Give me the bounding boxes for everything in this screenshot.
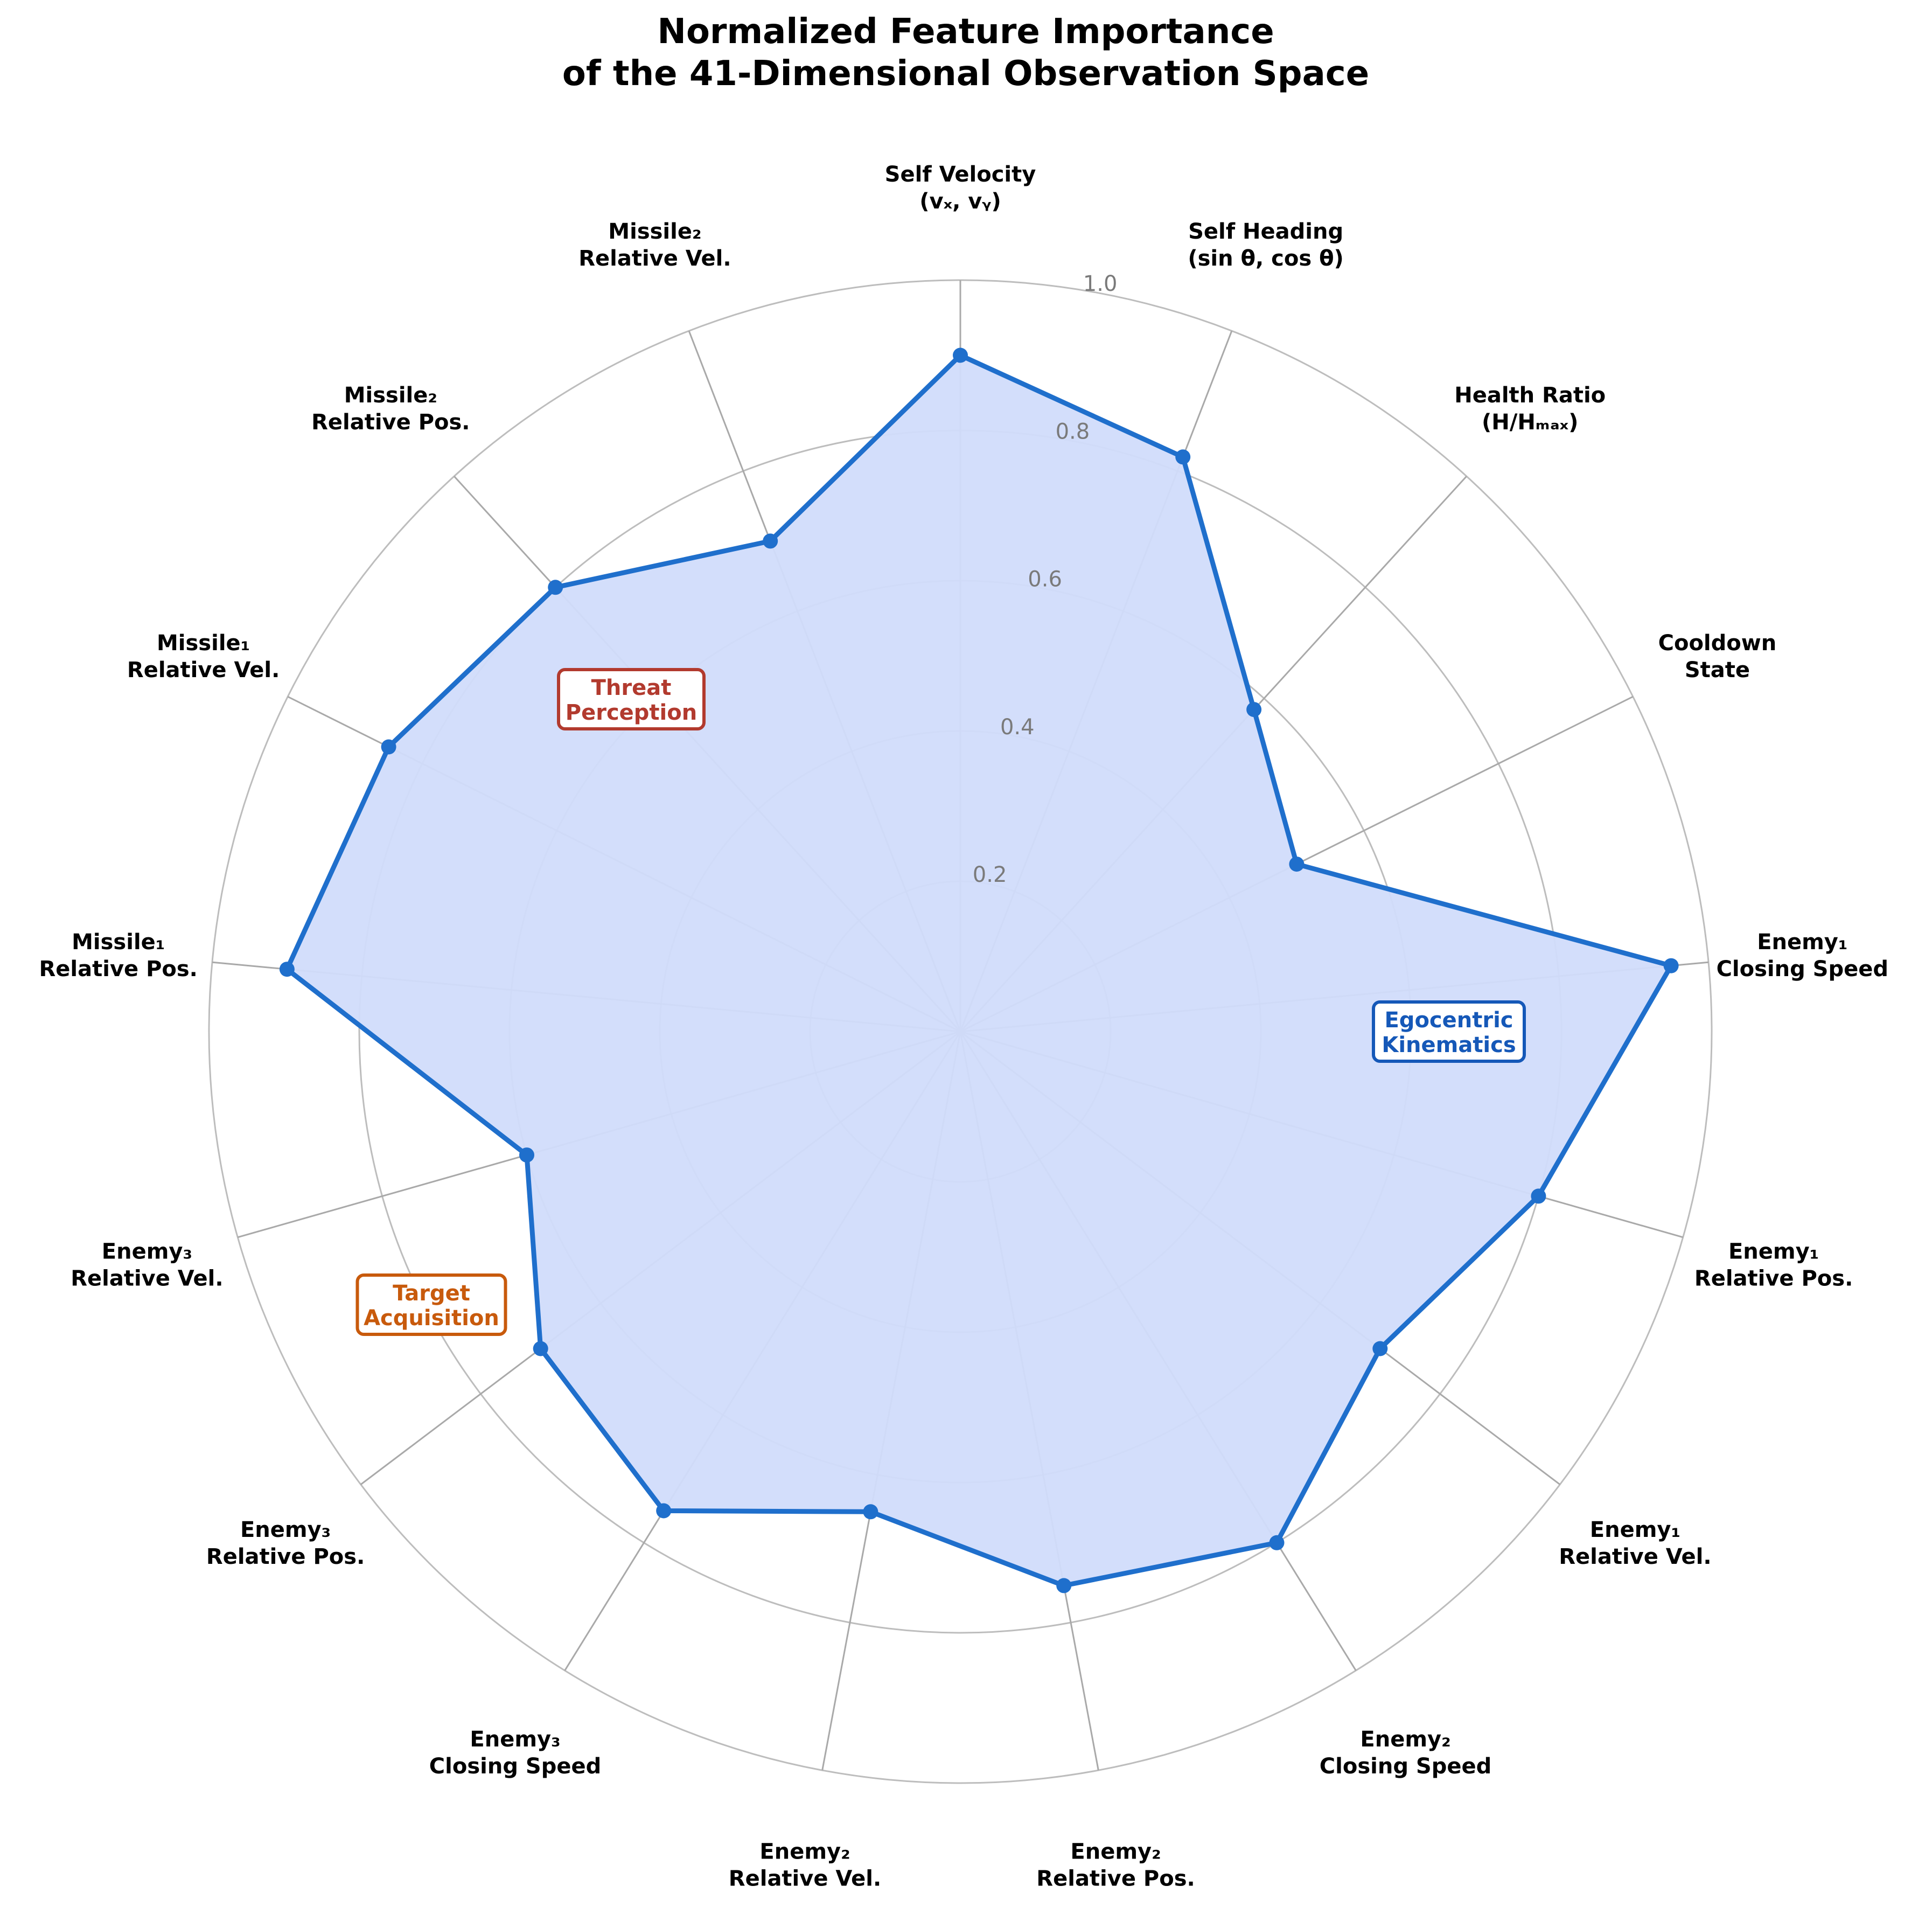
category-label-line2: Relative Pos. bbox=[1694, 1266, 1853, 1291]
category-label-line1: Self Heading bbox=[1188, 219, 1343, 244]
r-tick-label-5: 1.0 bbox=[1083, 272, 1118, 296]
category-label-line1: Missile₁ bbox=[157, 631, 250, 656]
category-label-line2: Relative Pos. bbox=[311, 410, 470, 435]
chart-title-line-1: Normalized Feature Importance bbox=[657, 12, 1274, 52]
category-label-line2: Relative Pos. bbox=[1036, 1866, 1195, 1891]
data-point-13 bbox=[519, 1147, 534, 1163]
category-label-line2: Closing Speed bbox=[429, 1754, 601, 1779]
category-label-line1: Enemy₃ bbox=[102, 1240, 192, 1264]
category-label-line2: Relative Pos. bbox=[39, 957, 197, 982]
category-label-line2: Relative Vel. bbox=[127, 658, 280, 683]
data-point-14 bbox=[279, 962, 295, 977]
category-label-line1: Enemy₃ bbox=[470, 1727, 560, 1752]
category-label-1: Self Velocity(vₓ, vᵧ) bbox=[885, 162, 1036, 214]
data-point-2 bbox=[1175, 449, 1191, 465]
data-point-11 bbox=[656, 1503, 672, 1519]
category-label-line2: Relative Vel. bbox=[71, 1266, 223, 1291]
r-tick-label-4: 0.8 bbox=[1056, 419, 1090, 444]
category-label-line1: Enemy₁ bbox=[1757, 930, 1847, 955]
annotation-text-line-2: Acquisition bbox=[364, 1306, 499, 1331]
data-point-12 bbox=[533, 1341, 548, 1356]
category-label-line1: Missile₁ bbox=[72, 930, 165, 955]
annotation-frame bbox=[355, 1273, 507, 1336]
r-tick-label-2: 0.4 bbox=[1000, 715, 1035, 740]
category-label-line1: Self Velocity bbox=[885, 162, 1036, 187]
data-point-17 bbox=[763, 533, 778, 549]
category-labels: Self Velocity(vₓ, vᵧ) Self Heading(sin θ,… bbox=[39, 162, 1888, 1891]
annotation-text-line-1: Target bbox=[393, 1281, 470, 1306]
data-point-1 bbox=[953, 347, 968, 363]
category-label-line2: Relative Vel. bbox=[1559, 1544, 1711, 1569]
category-label-2: Self Heading(sin θ, cos θ) bbox=[1188, 219, 1344, 271]
radial-ticks: 0.2 0.4 0.6 0.8 1.0 bbox=[973, 272, 1118, 887]
data-point-8 bbox=[1269, 1535, 1285, 1550]
data-series-line bbox=[284, 353, 1674, 1588]
r-tick-label-1: 0.2 bbox=[973, 862, 1007, 887]
category-label-line1: Enemy₁ bbox=[1728, 1240, 1819, 1264]
category-label-line2: Closing Speed bbox=[1320, 1754, 1491, 1779]
category-label-line2: Relative Vel. bbox=[578, 246, 731, 271]
annotation-text-line-2: Perception bbox=[566, 700, 697, 725]
annotation-text-line-1: Egocentric bbox=[1384, 1008, 1513, 1033]
data-point-9 bbox=[1056, 1578, 1072, 1593]
category-label-line1: Missile₂ bbox=[344, 383, 437, 408]
category-label-3: Health Ratio(H/Hₘₐₓ) bbox=[1454, 383, 1606, 435]
annotation-frame bbox=[557, 668, 706, 730]
data-point-15 bbox=[381, 739, 396, 755]
data-point-16 bbox=[548, 580, 563, 595]
category-label-line1: Enemy₂ bbox=[1070, 1839, 1161, 1864]
data-point-3 bbox=[1246, 702, 1262, 718]
category-label-line2: Relative Pos. bbox=[206, 1544, 365, 1569]
category-label-line2: Relative Vel. bbox=[729, 1866, 881, 1891]
r-tick-label-3: 0.6 bbox=[1028, 567, 1062, 592]
category-label-line1: Health Ratio bbox=[1454, 383, 1606, 408]
data-point-5 bbox=[1663, 958, 1679, 973]
category-label-line1: Missile₂ bbox=[608, 219, 701, 244]
category-label-line1: Cooldown bbox=[1658, 631, 1777, 656]
data-point-7 bbox=[1372, 1341, 1388, 1356]
category-label-line2: (H/Hₘₐₓ) bbox=[1482, 410, 1578, 435]
category-label-line2: Closing Speed bbox=[1717, 957, 1888, 982]
data-point-4 bbox=[1289, 857, 1305, 872]
annotation-frame bbox=[1372, 1000, 1526, 1063]
category-label-line2: (sin θ, cos θ) bbox=[1188, 246, 1344, 271]
data-points bbox=[279, 347, 1679, 1593]
category-label-line1: Enemy₂ bbox=[1360, 1727, 1450, 1752]
data-point-6 bbox=[1531, 1188, 1546, 1204]
category-label-line1: Enemy₁ bbox=[1590, 1518, 1680, 1542]
category-label-line1: Enemy₃ bbox=[240, 1518, 331, 1542]
annotation-text-line-2: Kinematics bbox=[1382, 1033, 1516, 1057]
data-point-10 bbox=[863, 1504, 878, 1520]
category-label-line2: State bbox=[1685, 658, 1750, 683]
annotation-text-line-1: Threat bbox=[591, 676, 672, 700]
chart-title-line-2: of the 41-Dimensional Observation Space bbox=[562, 54, 1369, 94]
data-area-fill bbox=[287, 355, 1671, 1586]
category-label-line2: (vₓ, vᵧ) bbox=[919, 189, 1001, 214]
data-area bbox=[284, 353, 1674, 1588]
category-label-line1: Enemy₂ bbox=[759, 1839, 850, 1864]
